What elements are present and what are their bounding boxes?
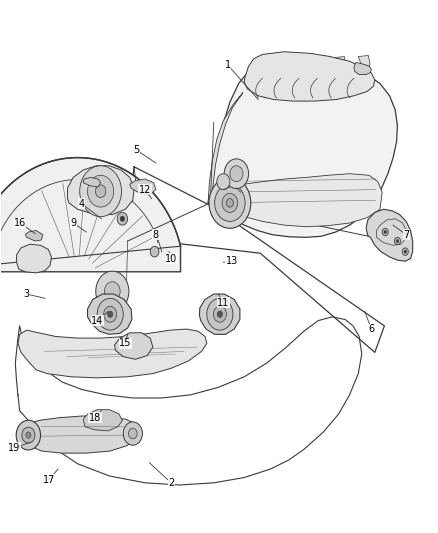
Text: 15: 15 [119, 338, 131, 349]
Circle shape [26, 432, 31, 438]
Circle shape [217, 174, 230, 190]
Circle shape [382, 228, 389, 236]
Circle shape [230, 166, 243, 182]
Circle shape [104, 306, 117, 322]
Polygon shape [83, 410, 122, 431]
Polygon shape [366, 209, 413, 261]
Text: 14: 14 [91, 316, 103, 326]
Circle shape [16, 420, 41, 450]
Polygon shape [260, 60, 274, 82]
Polygon shape [67, 166, 134, 215]
Text: 1: 1 [225, 60, 231, 70]
Text: 12: 12 [139, 184, 151, 195]
Circle shape [22, 427, 35, 443]
Text: 7: 7 [403, 230, 409, 240]
Polygon shape [88, 294, 132, 334]
Text: 4: 4 [79, 199, 85, 209]
Circle shape [222, 193, 238, 213]
Polygon shape [308, 58, 322, 79]
Polygon shape [284, 59, 298, 80]
Circle shape [95, 185, 106, 198]
Circle shape [402, 248, 408, 255]
Text: 10: 10 [165, 254, 177, 263]
Polygon shape [83, 177, 101, 187]
Circle shape [123, 422, 142, 445]
Polygon shape [210, 174, 382, 227]
Polygon shape [17, 244, 51, 273]
Polygon shape [354, 62, 371, 75]
Text: 17: 17 [43, 475, 56, 484]
Circle shape [215, 184, 245, 221]
Polygon shape [208, 57, 397, 237]
Circle shape [88, 175, 114, 207]
Polygon shape [244, 52, 375, 101]
Polygon shape [115, 333, 153, 359]
Text: 16: 16 [14, 218, 26, 228]
Text: 13: 13 [226, 256, 238, 266]
Text: 5: 5 [133, 145, 139, 155]
Circle shape [224, 159, 249, 189]
Circle shape [80, 166, 121, 216]
Circle shape [108, 311, 113, 317]
Text: 3: 3 [24, 289, 30, 299]
Text: 2: 2 [168, 478, 174, 488]
Polygon shape [208, 93, 243, 204]
Polygon shape [19, 416, 140, 453]
Circle shape [404, 250, 406, 253]
Circle shape [226, 199, 233, 207]
Text: 8: 8 [153, 230, 159, 240]
Circle shape [150, 246, 159, 257]
Circle shape [97, 298, 123, 330]
Polygon shape [356, 55, 370, 76]
Text: 18: 18 [89, 413, 101, 423]
Circle shape [396, 239, 399, 243]
Circle shape [209, 177, 251, 228]
Text: 9: 9 [70, 218, 76, 228]
Circle shape [120, 216, 124, 221]
Circle shape [117, 213, 127, 225]
Text: 6: 6 [368, 324, 374, 334]
Polygon shape [18, 329, 207, 378]
Circle shape [384, 230, 387, 233]
Text: 11: 11 [217, 297, 230, 308]
Polygon shape [130, 179, 156, 195]
Polygon shape [0, 158, 180, 272]
Circle shape [128, 428, 137, 439]
Polygon shape [332, 56, 346, 77]
Circle shape [394, 237, 400, 245]
Circle shape [105, 282, 120, 301]
Circle shape [217, 311, 223, 317]
Circle shape [213, 306, 226, 322]
Circle shape [207, 298, 233, 330]
Circle shape [96, 271, 129, 311]
Text: 19: 19 [8, 443, 21, 453]
Polygon shape [199, 294, 240, 334]
Polygon shape [25, 230, 43, 241]
